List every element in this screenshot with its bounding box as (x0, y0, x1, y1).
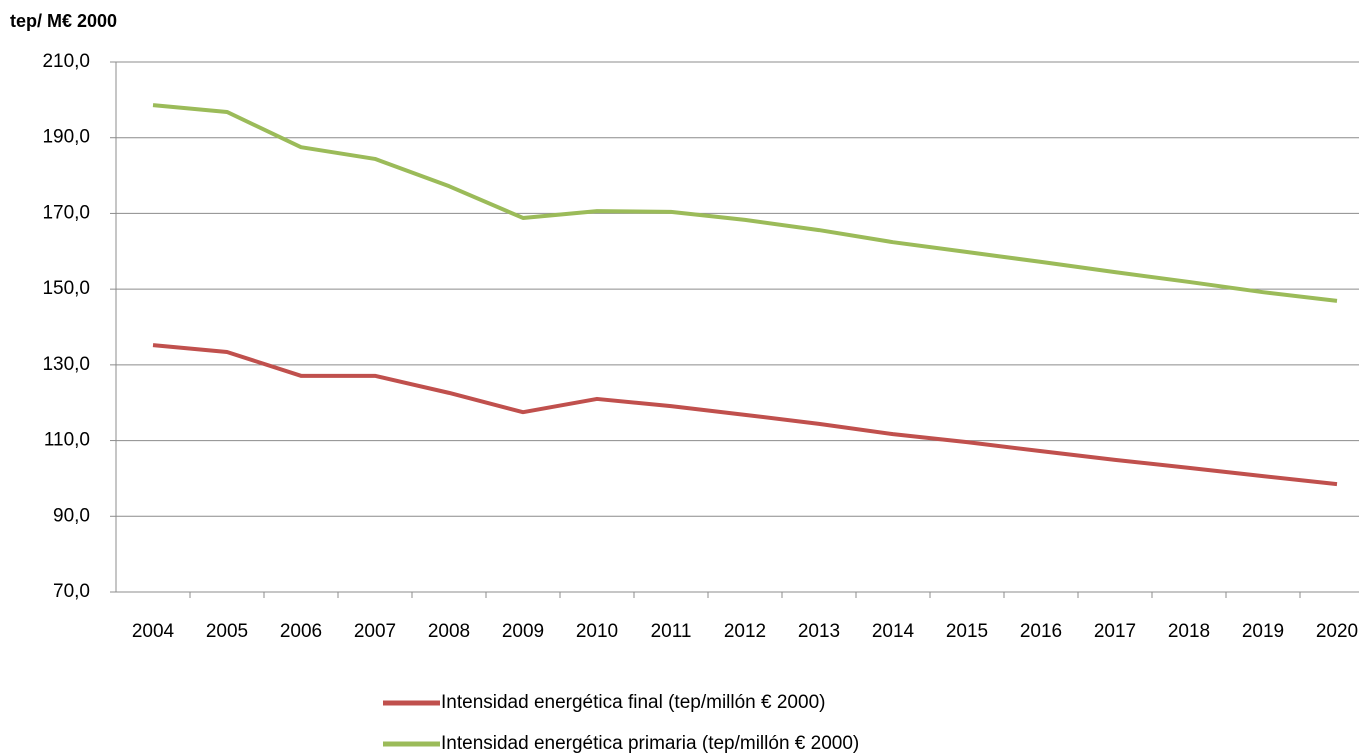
x-tick-label: 2009 (502, 621, 544, 642)
x-tick-label: 2017 (1094, 621, 1136, 642)
x-tick-label: 2004 (132, 621, 175, 642)
y-tick-label: 90,0 (53, 505, 90, 526)
x-tick-label: 2005 (206, 621, 248, 642)
x-tick-label: 2008 (428, 621, 470, 642)
x-tick-label: 2019 (1242, 621, 1284, 642)
series-line (152, 343, 1338, 487)
y-tick-label: 190,0 (42, 127, 90, 148)
x-tick-label: 2020 (1316, 621, 1358, 642)
y-tick-label: 70,0 (53, 581, 90, 602)
y-tick-label: 150,0 (42, 278, 90, 299)
x-tick-label: 2018 (1168, 621, 1210, 642)
y-axis-title: tep/ M€ 2000 (10, 11, 117, 31)
series-line (152, 103, 1338, 303)
y-tick-label: 210,0 (42, 51, 90, 72)
x-tick-label: 2012 (724, 621, 766, 642)
legend-label: Intensidad energética final (tep/millón … (441, 692, 825, 713)
x-tick-label: 2013 (798, 621, 840, 642)
x-tick-label: 2006 (280, 621, 322, 642)
y-tick-label: 110,0 (44, 430, 90, 451)
x-tick-label: 2010 (576, 621, 618, 642)
x-tick-label: 2007 (354, 621, 396, 642)
legend-label: Intensidad energética primaria (tep/mill… (441, 733, 859, 754)
y-tick-label: 130,0 (42, 354, 90, 375)
x-tick-label: 2011 (651, 621, 692, 642)
x-tick-label: 2016 (1020, 621, 1062, 642)
x-tick-label: 2015 (946, 621, 988, 642)
x-tick-label: 2014 (872, 621, 915, 642)
y-tick-label: 170,0 (42, 202, 90, 223)
